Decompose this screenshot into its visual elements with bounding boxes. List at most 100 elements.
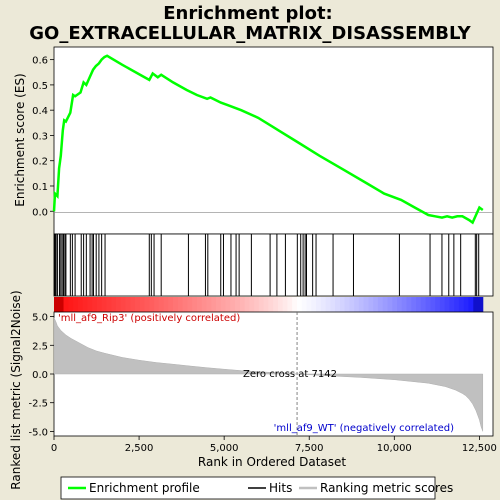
heat-bar-segment — [444, 297, 450, 312]
chart-title-line1: Enrichment plot: — [163, 3, 333, 24]
heat-bar-segment — [254, 297, 260, 312]
metric-y-tick-label: 2.5 — [32, 341, 48, 352]
heat-bar-segment — [449, 297, 455, 312]
heat-bar-segment — [244, 297, 250, 312]
negative-correlation-label: 'mll_af9_WT' (negatively correlated) — [274, 423, 454, 434]
heat-bar-segment — [439, 297, 446, 312]
heat-bar-segment — [473, 297, 479, 312]
heat-bar-segment — [125, 297, 131, 312]
heat-bar-segment — [101, 297, 107, 312]
heat-bar-segment — [149, 297, 155, 312]
metric-y-axis-label: Ranked list metric (Signal2Noise) — [9, 290, 23, 489]
heat-bar-segment — [454, 297, 460, 312]
legend-metric-label: Ranking metric scores — [320, 481, 453, 495]
metric-y-tick-label: 5.0 — [32, 313, 48, 324]
heat-bar-segment — [235, 297, 241, 312]
heat-bar-segment — [187, 297, 193, 312]
heat-bar-segment — [296, 297, 303, 312]
heat-bar-segment — [173, 297, 179, 312]
heat-bar-segment — [349, 297, 355, 312]
heat-bar-segment — [168, 297, 174, 312]
heat-bar-segment — [263, 297, 269, 312]
heat-bar-segment — [268, 297, 274, 312]
heat-bar-segment — [249, 297, 255, 312]
metric-y-tick-label: -2.5 — [28, 399, 48, 410]
ranking-heat-bar — [54, 297, 484, 312]
heat-bar-segment — [420, 297, 427, 312]
heat-bar-segment — [311, 297, 317, 312]
heat-bar-segment — [425, 297, 431, 312]
heat-bar-segment — [354, 297, 360, 312]
es-y-tick-label: 0.1 — [32, 182, 48, 193]
es-y-tick-label: 0.3 — [32, 131, 48, 142]
heat-bar-segment — [320, 297, 327, 312]
heat-bar-segment — [82, 297, 88, 312]
heat-bar-segment — [287, 297, 293, 312]
heat-bar-segment — [77, 297, 84, 312]
heat-bar-segment — [458, 297, 465, 312]
metric-y-tick-label: 0.0 — [32, 370, 48, 381]
heat-bar-segment — [344, 297, 350, 312]
heat-bar-segment — [163, 297, 169, 312]
heat-bar-segment — [230, 297, 236, 312]
heat-bar-segment — [377, 297, 384, 312]
heat-bar-segment — [401, 297, 408, 312]
x-tick-label: 10,000 — [377, 443, 412, 454]
heat-bar-segment — [339, 297, 346, 312]
heat-bar-segment — [435, 297, 441, 312]
heat-bar-segment — [392, 297, 398, 312]
heat-bar-segment — [373, 297, 379, 312]
legend-enrichment-label: Enrichment profile — [89, 481, 200, 495]
x-tick-label: 0 — [51, 443, 57, 454]
heat-bar-segment — [63, 297, 69, 312]
heat-bar-segment — [330, 297, 336, 312]
heat-bar-segment — [301, 297, 308, 312]
zero-cross-label: Zero cross at 7142 — [243, 369, 337, 380]
heat-bar-segment — [144, 297, 150, 312]
heat-bar-segment — [463, 297, 469, 312]
metric-axis-ticks: -5.0 -2.5 0.0 2.5 5.0 0 2,500 5,000 7,500 10,000 1… — [28, 313, 496, 454]
heat-bar-segment — [54, 297, 60, 312]
heat-bar-segment — [215, 297, 222, 312]
heat-bar-segment — [111, 297, 117, 312]
heat-bar-segment — [358, 297, 365, 312]
heat-bar-segment — [306, 297, 312, 312]
heat-bar-segment — [73, 297, 79, 312]
heat-bar-segment — [225, 297, 231, 312]
heat-bar-segment — [325, 297, 331, 312]
x-tick-label: 7,500 — [295, 443, 324, 454]
heat-bar-segment — [201, 297, 207, 312]
heat-bar-segment — [292, 297, 298, 312]
x-tick-label: 12,500 — [462, 443, 497, 454]
metric-y-tick-label: -5.0 — [28, 427, 48, 438]
heat-bar-segment — [130, 297, 136, 312]
heat-bar-segment — [92, 297, 98, 312]
es-y-tick-label: 0.6 — [32, 56, 48, 67]
heat-bar-segment — [258, 297, 265, 312]
heat-bar-segment — [134, 297, 141, 312]
heat-bar-segment — [468, 297, 474, 312]
heat-bar-segment — [335, 297, 341, 312]
x-tick-label: 5,000 — [210, 443, 239, 454]
heat-bar-segment — [411, 297, 417, 312]
heat-bar-segment — [87, 297, 93, 312]
heat-bar-segment — [68, 297, 74, 312]
heat-bar-segment — [120, 297, 126, 312]
heat-bar-segment — [363, 297, 369, 312]
x-tick-label: 2,500 — [125, 443, 154, 454]
heat-bar-segment — [211, 297, 217, 312]
heat-bar-segment — [387, 297, 393, 312]
es-y-tick-label: 0.0 — [32, 207, 48, 218]
heat-bar-segment — [397, 297, 403, 312]
heat-bar-segment — [196, 297, 203, 312]
x-axis-label: Rank in Ordered Dataset — [198, 455, 346, 469]
heat-bar-segment — [282, 297, 288, 312]
heat-bar-segment — [406, 297, 412, 312]
heat-bar-segment — [106, 297, 112, 312]
heat-bar-segment — [220, 297, 227, 312]
heat-bar-segment — [115, 297, 122, 312]
heat-bar-segment — [206, 297, 212, 312]
heat-bar-segment — [154, 297, 160, 312]
heat-bar-segment — [158, 297, 165, 312]
